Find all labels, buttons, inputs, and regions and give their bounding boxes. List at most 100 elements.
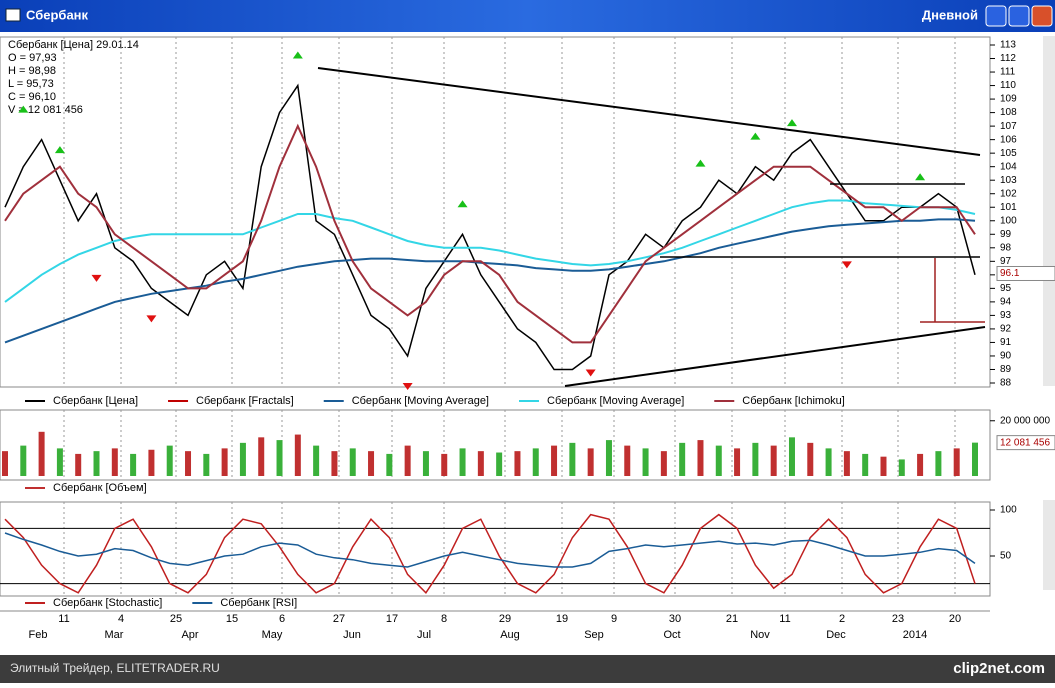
fractal-arrow [750, 132, 761, 140]
fractal-arrow [585, 369, 596, 377]
info-volume: V = 12 081 456 [8, 104, 83, 116]
fractal-arrow [695, 159, 706, 167]
info-open: O = 97,93 [8, 52, 57, 64]
status-text: Элитный Трейдер, ELITETRADER.RU [10, 661, 220, 675]
volume-bar [130, 453, 137, 476]
volume-bar [642, 448, 649, 476]
y-tick-label: 105 [1000, 148, 1017, 159]
close-button[interactable] [1031, 5, 1053, 27]
y-tick-label: 100 [1000, 505, 1017, 516]
y-tick-label: 103 [1000, 175, 1017, 186]
last-value-box [996, 265, 1055, 281]
volume-bar [148, 449, 155, 476]
volume-bar [56, 448, 63, 476]
fractal-arrow [786, 119, 797, 127]
fractal-arrow [402, 383, 413, 390]
volume-bar [898, 459, 905, 476]
x-month-label: 2014 [903, 629, 927, 641]
timeframe[interactable]: Дневной [922, 7, 978, 22]
volume-bar [862, 453, 869, 476]
volume-bar [422, 451, 429, 476]
volume-bar [514, 451, 521, 476]
y-tick-label: 112 [1000, 53, 1016, 64]
x-month-label: Sep [584, 629, 604, 641]
y-tick-label: 95 [1000, 283, 1012, 294]
trend-line [317, 67, 981, 156]
volume-bar [441, 453, 448, 476]
fractal-arrow [292, 51, 303, 59]
volume-bar [532, 448, 539, 476]
x-day-label: 15 [226, 613, 238, 625]
volume-bar [313, 445, 320, 476]
volume-bar [2, 451, 8, 476]
volume-bar [20, 445, 27, 476]
y-tick-label: 91 [1000, 337, 1012, 348]
x-day-label: 4 [118, 613, 124, 625]
x-day-label: 30 [669, 613, 681, 625]
volume-bar [843, 451, 850, 476]
y-tick-label: 99 [1000, 229, 1012, 240]
volume-bar [221, 448, 228, 476]
status-bar [0, 655, 1055, 683]
legend-label: Сбербанк [Moving Average] [352, 395, 489, 407]
volume-bar [349, 448, 356, 476]
volume-bar [880, 456, 887, 476]
volume-bar [697, 440, 704, 476]
y-tick-label: 89 [1000, 364, 1012, 375]
scrollbar[interactable] [1043, 500, 1055, 590]
volume-bar [203, 453, 210, 476]
x-day-label: 27 [333, 613, 345, 625]
y-tick-label: 94 [1000, 297, 1012, 308]
x-month-label: Apr [181, 629, 198, 641]
info-high: H = 98,98 [8, 65, 56, 77]
x-month-label: May [262, 629, 283, 641]
x-day-label: 11 [779, 613, 790, 625]
y-tick-label: 50 [1000, 551, 1012, 562]
volume-bar [715, 445, 722, 476]
volume-bar [807, 442, 814, 476]
volume-bar [605, 440, 612, 476]
y-tick-label: 98 [1000, 242, 1012, 253]
volume-bar [459, 448, 466, 476]
x-day-label: 6 [279, 613, 285, 625]
fractal-arrow [841, 261, 852, 269]
fractal-arrow [91, 274, 102, 282]
x-month-label: Mar [105, 629, 124, 641]
info-low: L = 95,73 [8, 78, 54, 90]
series-line [4, 513, 976, 594]
y-tick-label: 20 000 000 [1000, 415, 1050, 426]
series-line [4, 123, 976, 344]
last-value-label: 96.1 [1000, 268, 1020, 279]
y-tick-label: 93 [1000, 310, 1012, 321]
volume-bar [331, 451, 338, 476]
volume-bar [972, 442, 978, 476]
minimize-button[interactable] [985, 5, 1007, 27]
x-day-label: 17 [386, 613, 398, 625]
y-tick-label: 107 [1000, 121, 1017, 132]
volume-bar [569, 442, 576, 476]
y-tick-label: 109 [1000, 94, 1017, 105]
fractal-arrow [457, 200, 468, 208]
scrollbar[interactable] [1043, 36, 1055, 386]
volume-bar [166, 445, 173, 476]
series-line [4, 218, 976, 344]
y-tick-label: 108 [1000, 107, 1017, 118]
volume-bar [752, 442, 759, 476]
legend-label: Сбербанк [Stochastic] [53, 597, 162, 609]
y-tick-label: 97 [1000, 256, 1012, 267]
trend-line [564, 326, 986, 387]
x-month-label: Aug [500, 629, 520, 641]
watermark: clip2net.com [953, 660, 1045, 677]
window-icon [5, 8, 21, 22]
y-tick-label: 113 [1000, 40, 1016, 51]
volume-bar [477, 451, 484, 476]
x-month-label: Oct [663, 629, 680, 641]
series-line [4, 199, 976, 303]
volume-bar [734, 448, 741, 476]
y-tick-label: 104 [1000, 161, 1017, 172]
volume-bar [587, 448, 594, 476]
legend-label: Сбербанк [Moving Average] [547, 395, 684, 407]
maximize-button[interactable] [1008, 5, 1030, 27]
volume-bar [386, 453, 393, 476]
